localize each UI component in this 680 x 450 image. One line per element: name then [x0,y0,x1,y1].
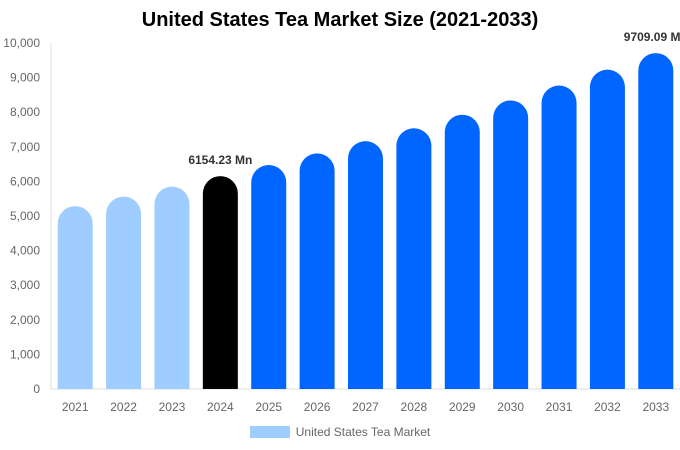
data-label: 6154.23 Mn [188,153,252,167]
x-tick-label: 2027 [352,400,379,414]
y-tick-label: 3,000 [10,278,40,292]
chart-title: United States Tea Market Size (2021-2033… [141,9,539,31]
x-tick-label: 2026 [304,400,331,414]
bar-2025 [251,164,287,389]
y-tick-label: 0 [33,382,40,396]
y-tick-label: 7,000 [10,140,40,154]
bar-2030 [493,100,529,390]
x-tick-label: 2022 [110,400,137,414]
y-tick-label: 9,000 [10,71,40,85]
x-tick-label: 2029 [449,400,476,414]
bar-2026 [299,153,335,389]
bar-2028 [396,128,432,389]
x-tick-label: 2025 [255,400,282,414]
y-tick-label: 10,000 [3,36,40,50]
data-label: 9709.09 Mn [624,30,680,44]
x-tick-label: 2032 [594,400,621,414]
y-tick-label: 1,000 [10,347,40,361]
bar-2033 [638,53,674,389]
y-tick-label: 5,000 [10,209,40,223]
y-tick-label: 8,000 [10,105,40,119]
legend-label: United States Tea Market [295,425,431,439]
bar-2022 [106,196,142,389]
bar-2021 [57,206,93,389]
x-tick-label: 2021 [62,400,89,414]
bar-2023 [154,186,190,389]
x-tick-label: 2024 [207,400,234,414]
x-tick-label: 2028 [401,400,428,414]
bar-2031 [541,85,577,389]
bar-2024 [202,176,238,389]
legend-swatch [249,426,290,438]
legend[interactable]: United States Tea Market [0,425,680,439]
y-tick-label: 4,000 [10,244,40,258]
x-tick-label: 2030 [497,400,524,414]
y-tick-label: 6,000 [10,174,40,188]
bar-2027 [348,141,383,389]
x-tick-label: 2023 [159,400,186,414]
bar-2032 [589,69,625,389]
x-tick-label: 2033 [642,400,669,414]
x-tick-label: 2031 [546,400,573,414]
bar-2029 [444,114,480,389]
y-tick-label: 2,000 [10,313,40,327]
